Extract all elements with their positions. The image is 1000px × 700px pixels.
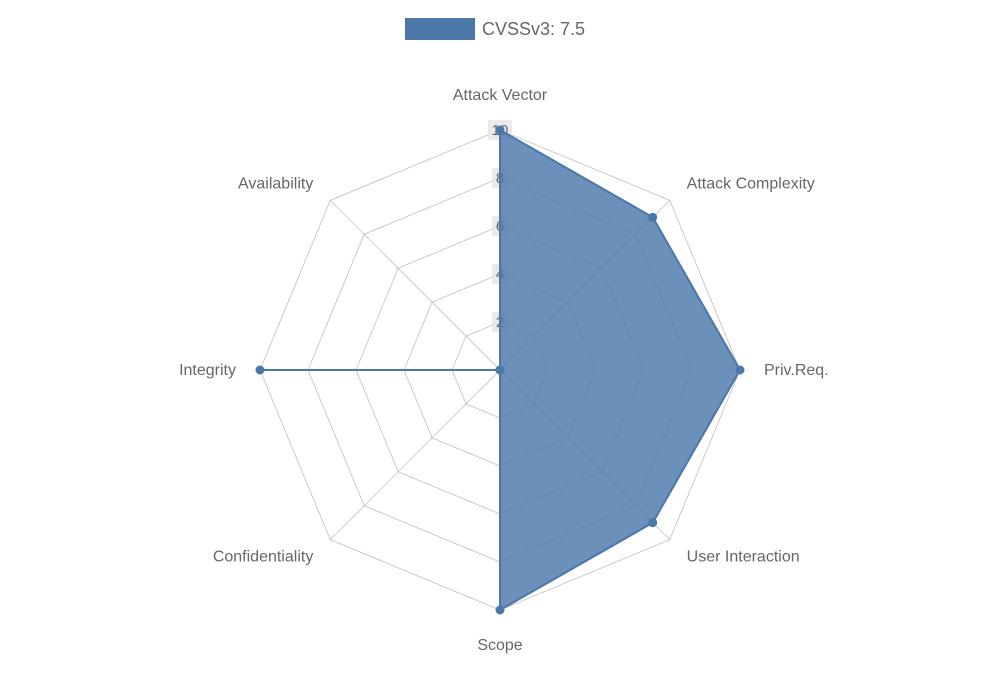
data-point bbox=[496, 366, 504, 374]
legend-swatch bbox=[405, 18, 475, 40]
axis-label: Scope bbox=[477, 637, 522, 654]
axis-label: Priv.Req. bbox=[764, 362, 829, 379]
axis-label: Confidentiality bbox=[213, 549, 314, 566]
axis-label: Attack Vector bbox=[453, 87, 548, 104]
radial-spoke bbox=[330, 200, 500, 370]
radial-spoke bbox=[330, 370, 500, 540]
data-point bbox=[496, 606, 504, 614]
axis-label: Availability bbox=[238, 175, 313, 192]
data-point bbox=[649, 213, 657, 221]
axis-label: Attack Complexity bbox=[687, 175, 815, 192]
data-point bbox=[496, 126, 504, 134]
data-point bbox=[256, 366, 264, 374]
legend: CVSSv3: 7.5 bbox=[405, 18, 585, 40]
data-point bbox=[736, 366, 744, 374]
data-series bbox=[256, 126, 744, 614]
legend-label: CVSSv3: 7.5 bbox=[482, 19, 585, 39]
data-point bbox=[649, 519, 657, 527]
axis-label: User Interaction bbox=[687, 549, 800, 566]
cvss-radar-chart: CVSSv3: 7.5 246810 Attack VectorAttack C… bbox=[0, 0, 1000, 700]
axis-label: Integrity bbox=[179, 362, 236, 379]
